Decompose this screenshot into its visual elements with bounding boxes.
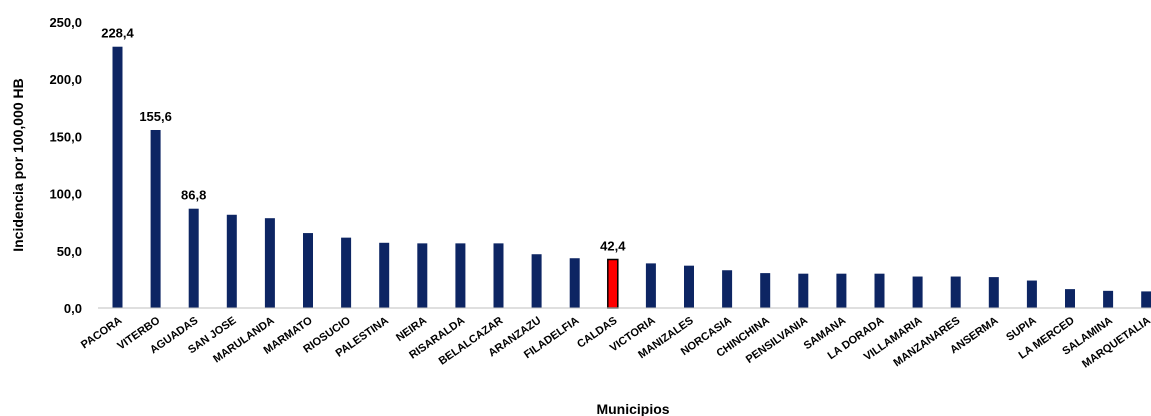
y-tick-label: 0,0: [64, 301, 82, 316]
y-axis-title: Incidencia por 100,000 HB: [10, 78, 26, 252]
bar-norcasia: [722, 270, 733, 308]
bar-salamina: [1103, 290, 1114, 308]
bar-samana: [836, 273, 847, 308]
data-label: 228,4: [101, 26, 134, 41]
bar-caldas: [607, 258, 619, 309]
bar-marmato: [303, 233, 313, 308]
bar-supia: [1026, 280, 1037, 308]
bar-filadelfia: [569, 258, 580, 308]
y-tick-label: 200,0: [49, 72, 82, 87]
data-label: 155,6: [139, 109, 172, 124]
bar-pacora: [112, 46, 123, 309]
bar-san-jose: [226, 214, 237, 308]
bar-la-merced: [1065, 289, 1075, 308]
bar-aranzazu: [531, 254, 542, 308]
bar-anserma: [988, 277, 999, 308]
x-tick-label: MARQUETALIA: [1080, 315, 1151, 371]
y-tick-label: 100,0: [49, 187, 82, 202]
bar-palestina: [379, 242, 390, 308]
bar-victoria: [645, 263, 656, 308]
bar-neira: [417, 243, 428, 308]
bar-manizales: [684, 265, 694, 308]
bar-marquetalia: [1141, 291, 1151, 308]
y-tick-label: 250,0: [49, 15, 82, 30]
bars: [112, 46, 1151, 309]
bar-marulanda: [264, 218, 275, 308]
bar-pensilvania: [798, 273, 809, 308]
y-tick-label: 50,0: [57, 244, 82, 259]
x-tick-label: MANZANARES: [891, 315, 962, 370]
x-axis-title: Municipios: [596, 401, 669, 416]
bar-aguadas: [188, 208, 199, 308]
bar-la-dorada: [874, 273, 885, 308]
y-tick-label: 150,0: [49, 129, 82, 144]
bar-manzanares: [950, 276, 961, 308]
y-axis-ticks: 0,0 50,0 100,0 150,0 200,0 250,0: [49, 15, 82, 316]
bar-belalcazar: [493, 243, 504, 308]
bar-chinchina: [760, 273, 771, 308]
bar-villamaria: [912, 276, 923, 308]
data-label: 42,4: [600, 238, 626, 253]
bar-viterbo: [150, 129, 161, 308]
data-label: 86,8: [181, 188, 206, 203]
data-labels: 228,4 155,6 86,8 42,4: [101, 26, 626, 254]
bar-risaralda: [455, 243, 466, 308]
bar-riosucio: [341, 237, 352, 308]
x-tick-label: BELALCAZAR: [437, 315, 505, 368]
